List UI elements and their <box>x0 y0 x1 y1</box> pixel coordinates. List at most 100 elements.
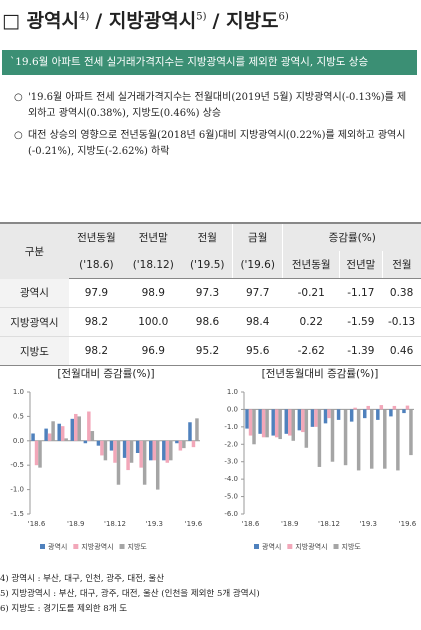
bar <box>297 409 302 431</box>
bar <box>142 440 147 485</box>
bullets: '19.6월 아파트 전세 실거래가격지수는 전월대비(2019년 5월) 지방… <box>14 90 414 166</box>
cell: 광역시 <box>0 278 69 308</box>
bar <box>70 418 75 441</box>
cell: -0.13 <box>382 307 421 337</box>
bar <box>152 440 156 461</box>
y-tick-label: -3.0 <box>224 458 238 466</box>
bar <box>113 440 117 463</box>
th: 전년말 <box>123 222 183 251</box>
bar <box>47 433 52 441</box>
bar <box>258 409 262 434</box>
bar <box>336 409 341 420</box>
legend-swatch <box>40 544 45 549</box>
bar <box>103 440 108 461</box>
bar <box>195 418 199 441</box>
footnote-ref: 4) <box>79 11 90 23</box>
cell: 0.22 <box>282 307 340 337</box>
bar <box>182 440 186 449</box>
cell: 0.38 <box>382 278 421 308</box>
bar <box>169 440 173 461</box>
y-tick-label: 0.0 <box>227 405 238 413</box>
row: 광역시 97.9 98.9 97.3 97.7 -0.21 -1.17 0.38 <box>0 278 421 308</box>
th: 증감률(%) <box>282 222 421 251</box>
th: 전월 <box>182 222 233 251</box>
cell: -1.59 <box>339 307 383 337</box>
y-tick-label: -5.0 <box>224 493 238 501</box>
bar <box>323 409 328 424</box>
y-tick-label: 1.0 <box>13 388 24 396</box>
x-tick-label: '18.6 <box>242 520 260 528</box>
bar <box>83 440 88 444</box>
footnotes: 4) 광역시 : 부산, 대구, 인천, 광주, 대전, 울산 5) 지방광역시 … <box>0 572 260 617</box>
cell: -1.39 <box>339 336 383 366</box>
cell: 98.2 <box>68 307 124 337</box>
bar <box>60 426 65 441</box>
cell: 98.4 <box>232 307 283 337</box>
cell: 97.7 <box>232 278 283 308</box>
row: 지방광역시 98.2 100.0 98.6 98.4 0.22 -1.59 -0.13 <box>0 307 421 337</box>
bar <box>57 423 61 441</box>
legend-label: 광역시 <box>262 542 281 551</box>
cell: -2.62 <box>282 336 340 366</box>
footnote: 5) 지방광역시 : 부산, 대구, 광주, 대전, 울산 (인천을 제외한 5… <box>0 589 260 599</box>
bar <box>363 409 367 419</box>
bar <box>271 409 275 436</box>
y-tick-label: 1.0 <box>227 388 238 396</box>
cell: 98.6 <box>182 307 233 337</box>
cell: 95.6 <box>232 336 283 366</box>
cell: 97.9 <box>68 278 124 308</box>
bar <box>44 428 48 441</box>
x-tick-label: '19.3 <box>359 520 377 528</box>
row: 지방도 98.2 96.9 95.2 95.6 -2.62 -1.39 0.46 <box>0 336 421 366</box>
bar <box>100 440 104 456</box>
title-text: / 지방광역시 <box>95 10 197 32</box>
bar <box>116 440 121 485</box>
bar <box>64 438 68 441</box>
bar <box>274 409 279 438</box>
bar <box>284 409 289 434</box>
bar <box>252 409 256 445</box>
th: 전년말 <box>338 251 383 279</box>
bar <box>31 433 35 441</box>
th: ('18.6) <box>68 251 124 279</box>
legend-swatch <box>287 544 293 549</box>
legend-label: 지방도 <box>128 542 148 551</box>
y-tick-label: -0.5 <box>10 461 24 469</box>
bar <box>353 407 357 410</box>
cell: 97.3 <box>182 278 233 308</box>
cell: 98.2 <box>68 336 124 366</box>
legend-label: 지방광역시 <box>295 542 327 551</box>
x-tick-label: '18.6 <box>28 520 46 528</box>
bar <box>389 409 393 417</box>
th: 전년동월 <box>68 222 124 251</box>
y-tick-label: -1.0 <box>10 486 24 494</box>
bar <box>392 405 397 410</box>
bar <box>396 409 400 471</box>
th: 구분 <box>0 222 69 279</box>
bar <box>77 416 81 441</box>
bar <box>330 409 335 462</box>
bar <box>96 440 101 446</box>
x-tick-label: '18.9 <box>67 520 85 528</box>
cell: 100.0 <box>123 307 183 337</box>
bar <box>248 409 253 436</box>
bar <box>51 421 55 441</box>
bar <box>343 409 348 466</box>
bar <box>369 409 374 469</box>
legend-swatch <box>333 544 339 549</box>
footnote-ref: 6) <box>278 11 289 23</box>
bar <box>162 440 166 461</box>
bar <box>402 409 406 414</box>
x-tick-label: '19.6 <box>399 520 417 528</box>
bar <box>245 409 249 429</box>
bar <box>379 405 384 410</box>
bar <box>34 440 39 466</box>
table: 구분 전년동월 전년말 전월 금월 증감률(%) ('18.6) ('18.12)… <box>0 222 421 366</box>
cell: 95.2 <box>182 336 233 366</box>
legend-label: 지방도 <box>342 542 362 551</box>
bar <box>109 440 114 451</box>
th: 전년동월 <box>282 251 340 279</box>
cell: 지방도 <box>0 336 69 366</box>
bar <box>87 411 91 441</box>
